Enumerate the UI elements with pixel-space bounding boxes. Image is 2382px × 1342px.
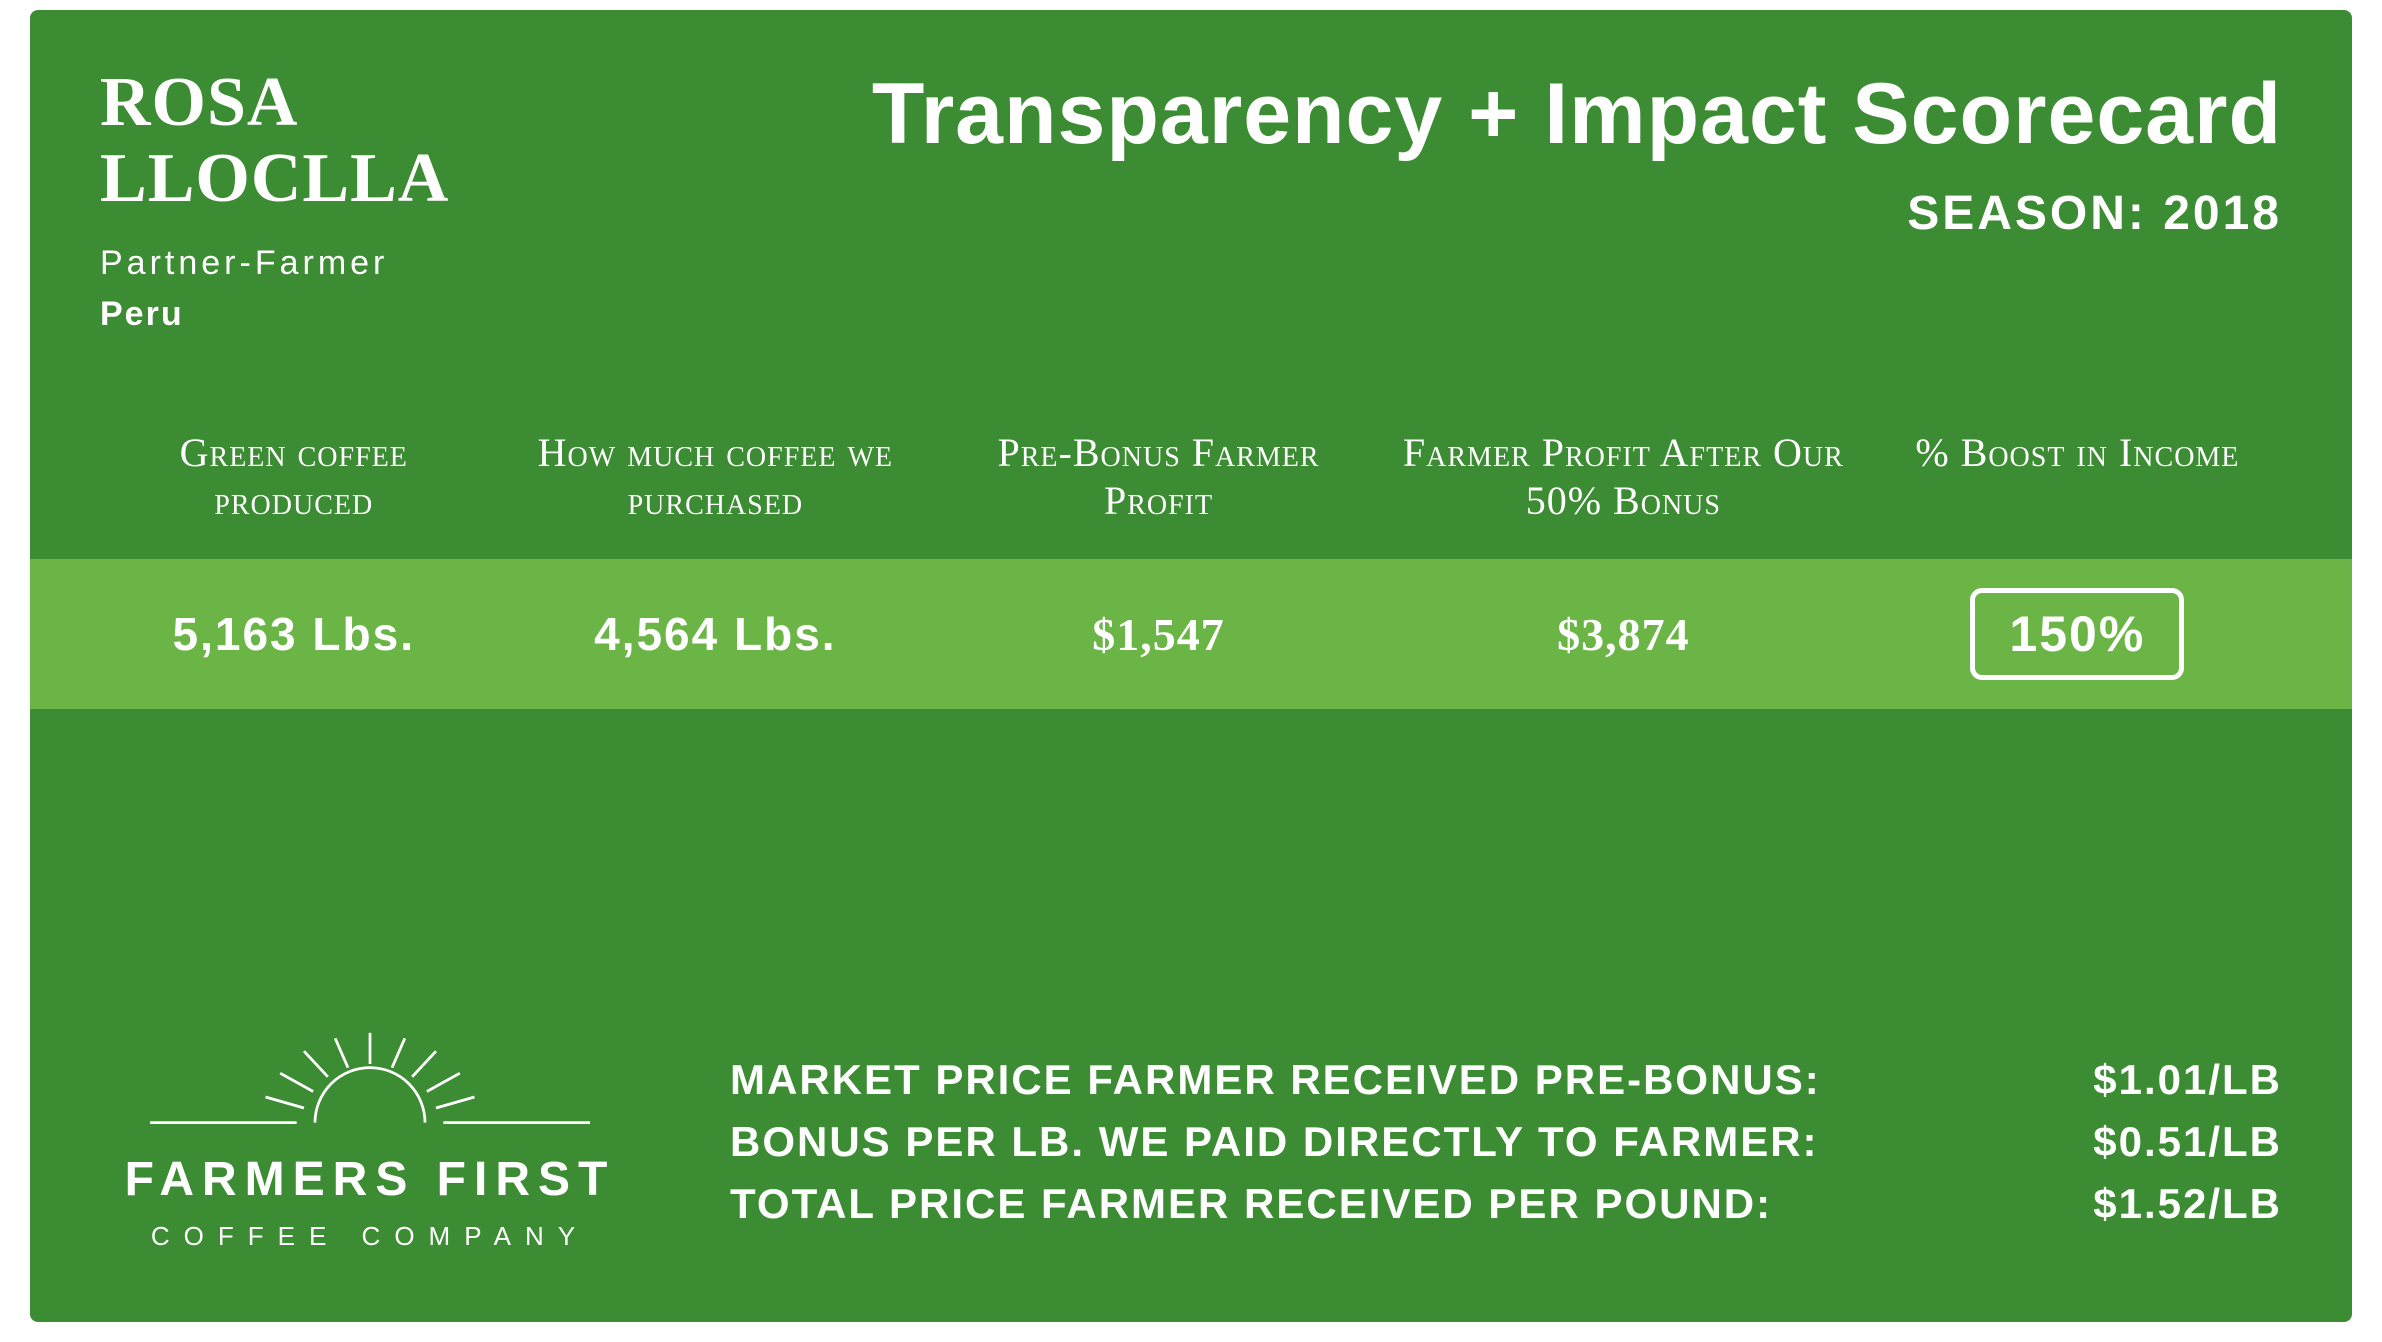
col-header-purchased: How much coffee we purchased: [478, 429, 954, 525]
farmer-name-line1: ROSA: [100, 65, 449, 141]
col-header-prebonus: Pre-Bonus Farmer Profit: [953, 429, 1364, 525]
header: ROSA LLOCLLA Partner-Farmer Peru Transpa…: [100, 65, 2282, 334]
scorecard-inner: ROSA LLOCLLA Partner-Farmer Peru Transpa…: [30, 10, 2352, 1322]
page-title: Transparency + Impact Scorecard: [872, 65, 2282, 164]
price-bonus-label: BONUS PER LB. WE PAID DIRECTLY TO FARMER…: [730, 1118, 2033, 1166]
farmer-role: Partner-Farmer: [100, 244, 449, 283]
title-block: Transparency + Impact Scorecard SEASON: …: [872, 65, 2282, 241]
cell-afterbonus: $3,874: [1364, 608, 1883, 661]
col-header-produced: Green coffee produced: [110, 429, 478, 525]
data-band: 5,163 Lbs. 4,564 Lbs. $1,547 $3,874 150%: [100, 559, 2282, 709]
season-label: SEASON: 2018: [872, 186, 2282, 241]
logo-text-line2: COFFEE COMPANY: [100, 1221, 640, 1252]
price-market-value: $1.01/LB: [2093, 1056, 2282, 1104]
cell-prebonus: $1,547: [953, 608, 1364, 661]
footer: FARMERS FIRST COFFEE COMPANY MARKET PRIC…: [100, 1031, 2282, 1252]
logo-text-line1: FARMERS FIRST: [100, 1152, 640, 1207]
cell-boost: 150%: [1883, 588, 2272, 680]
col-header-afterbonus: Farmer Profit After Our 50% Bonus: [1364, 429, 1883, 525]
sunburst-icon: [100, 1031, 640, 1141]
price-bonus-value: $0.51/LB: [2093, 1118, 2282, 1166]
farmer-block: ROSA LLOCLLA Partner-Farmer Peru: [100, 65, 449, 334]
company-logo: FARMERS FIRST COFFEE COMPANY: [100, 1031, 640, 1252]
boost-badge: 150%: [1970, 588, 2184, 680]
price-total-value: $1.52/LB: [2093, 1180, 2282, 1228]
metrics-table: Green coffee produced How much coffee we…: [100, 429, 2282, 709]
col-header-boost: % Boost in Income: [1883, 429, 2272, 525]
column-headers: Green coffee produced How much coffee we…: [100, 429, 2282, 525]
data-row: 5,163 Lbs. 4,564 Lbs. $1,547 $3,874 150%: [100, 559, 2282, 709]
farmer-name-line2: LLOCLLA: [100, 141, 449, 217]
cell-purchased: 4,564 Lbs.: [478, 607, 954, 661]
price-total-label: TOTAL PRICE FARMER RECEIVED PER POUND:: [730, 1180, 2033, 1228]
price-block: MARKET PRICE FARMER RECEIVED PRE-BONUS: …: [730, 1056, 2282, 1228]
price-market-label: MARKET PRICE FARMER RECEIVED PRE-BONUS:: [730, 1056, 2033, 1104]
scorecard: ROSA LLOCLLA Partner-Farmer Peru Transpa…: [0, 0, 2382, 1342]
farmer-country: Peru: [100, 295, 449, 334]
cell-produced: 5,163 Lbs.: [110, 607, 478, 661]
